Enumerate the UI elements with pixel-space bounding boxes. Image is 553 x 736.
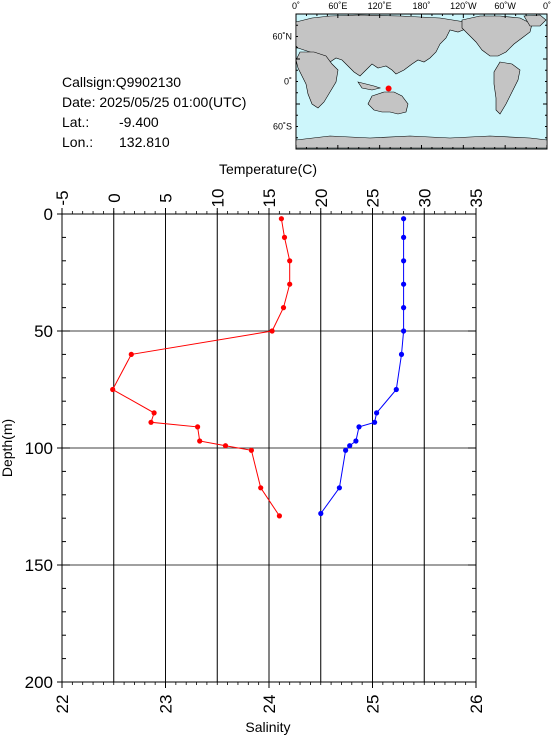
temperature-tick-label: 20 xyxy=(312,189,331,208)
salinity-profile-line xyxy=(320,218,405,514)
map-lat-label: 60˚S xyxy=(273,122,292,132)
depth-tick-label: 0 xyxy=(44,205,53,224)
salinity-data-point xyxy=(401,305,407,311)
temperature-tick-label: 35 xyxy=(467,189,486,208)
map-lon-label: 60˚W xyxy=(494,1,516,11)
depth-tick-label: 200 xyxy=(25,673,53,692)
temperature-tick-label: 10 xyxy=(208,189,227,208)
land-africa xyxy=(295,51,339,109)
temperature-data-point xyxy=(197,438,203,444)
date-text: Date: 2025/05/25 01:00(UTC) xyxy=(62,94,247,110)
temperature-tick-label: 25 xyxy=(364,189,383,208)
salinity-data-point xyxy=(401,328,407,334)
salinity-tick-label: 25 xyxy=(364,695,383,714)
temperature-data-point xyxy=(258,485,264,491)
temperature-data-point xyxy=(195,424,201,430)
temperature-data-point xyxy=(280,305,287,311)
temperature-tick-label: 30 xyxy=(415,189,434,208)
map-lon-label: 0˚ xyxy=(292,1,300,11)
temperature-data-point xyxy=(248,447,254,453)
salinity-data-point xyxy=(398,351,405,357)
longitude-value: 132.810 xyxy=(119,134,170,150)
temperature-data-point xyxy=(281,234,288,240)
temperature-tick-label: -5 xyxy=(53,190,72,205)
temperature-data-point xyxy=(287,258,293,264)
salinity-data-point xyxy=(374,410,380,416)
longitude-label: Lon.: xyxy=(62,134,94,150)
salinity-data-point xyxy=(393,386,399,393)
salinity-data-point xyxy=(401,216,407,222)
depth-tick-label: 50 xyxy=(34,322,53,341)
salinity-data-point xyxy=(401,234,407,240)
salinity-data-point xyxy=(372,419,378,425)
temperature-data-point xyxy=(278,216,284,222)
land-indonesia xyxy=(357,81,382,91)
temperature-tick-label: 5 xyxy=(157,193,176,202)
salinity-tick-label: 26 xyxy=(467,695,486,714)
callsign-text: Callsign:Q9902130 xyxy=(62,74,182,90)
map-lon-label: 60˚E xyxy=(328,1,347,11)
temperature-data-point xyxy=(276,513,282,519)
map-lon-label: 180˚ xyxy=(412,1,430,11)
longitude-row: Lon.: 132.810 xyxy=(62,132,246,152)
salinity-data-point xyxy=(336,485,342,491)
salinity-tick-label: 22 xyxy=(53,695,72,714)
map-lat-label: 60˚N xyxy=(272,32,292,42)
bottom-axis-title: Salinity xyxy=(245,719,290,735)
salinity-data-point xyxy=(347,443,353,449)
temperature-tick-label: 0 xyxy=(105,193,124,202)
temperature-data-point xyxy=(148,419,154,425)
salinity-tick-label: 24 xyxy=(260,695,279,714)
map-lon-label: 120˚W xyxy=(450,1,477,11)
temperature-data-point xyxy=(128,351,134,357)
salinity-data-point xyxy=(401,258,407,264)
temperature-data-point xyxy=(222,443,229,449)
map-land xyxy=(295,14,548,149)
latitude-label: Lat.: xyxy=(62,114,90,130)
latitude-value: -9.400 xyxy=(119,114,159,130)
temperature-profile-line xyxy=(112,218,291,517)
land-north-america xyxy=(461,15,533,57)
temperature-data-point xyxy=(287,281,293,287)
latitude-row: Lat.: -9.400 xyxy=(62,112,246,132)
temperature-tick-label: 15 xyxy=(260,189,279,208)
land-south-america xyxy=(493,61,521,115)
map-lon-label: 0˚ xyxy=(543,1,551,11)
salinity-data-point xyxy=(318,510,324,517)
top-axis-title: Temperature(C) xyxy=(219,161,317,177)
salinity-tick-label: 23 xyxy=(157,695,176,714)
temperature-data-point xyxy=(151,410,157,416)
map-lat-label: 0˚ xyxy=(284,77,292,87)
salinity-data-point xyxy=(343,447,349,453)
station-info: Callsign:Q9902130 Date: 2025/05/25 01:00… xyxy=(62,72,246,152)
salinity-data-point xyxy=(356,424,362,430)
temperature-data-point xyxy=(269,328,275,334)
temperature-data-point xyxy=(110,386,116,393)
salinity-data-point xyxy=(353,438,359,444)
station-location-marker xyxy=(385,85,392,92)
land-greenland xyxy=(523,14,547,27)
salinity-data-point xyxy=(401,281,407,287)
depth-tick-label: 150 xyxy=(25,556,53,575)
y-axis-title: Depth(m) xyxy=(0,419,15,477)
depth-tick-label: 100 xyxy=(25,439,53,458)
map-lon-label: 120˚E xyxy=(368,1,392,11)
land-australia xyxy=(367,91,409,115)
